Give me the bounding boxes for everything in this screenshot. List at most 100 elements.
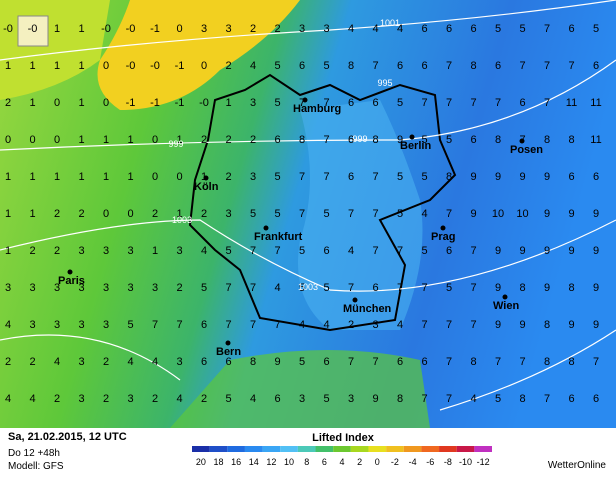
city-label: Prag [431,231,455,243]
legend-label: 20 [196,457,206,467]
grid-value: 3 [29,282,35,294]
legend-label: 0 [375,457,380,467]
grid-value: -0 [150,60,160,72]
grid-value: 4 [397,23,403,35]
grid-value: 2 [152,393,158,405]
grid-value: 7 [323,97,329,109]
grid-value: 2 [29,245,35,257]
grid-value: 2 [201,393,207,405]
city-dot [263,225,269,231]
grid-value: 5 [421,171,427,183]
city-label: Köln [194,181,219,193]
isobar-label: 1003 [172,215,192,225]
grid-value: 7 [372,245,378,257]
grid-value: -1 [175,60,185,72]
grid-value: 3 [127,393,133,405]
grid-value: 1 [5,208,11,220]
grid-value: 3 [299,393,305,405]
grid-value: 9 [495,319,501,331]
grid-value: 7 [274,245,280,257]
grid-value: 9 [593,319,599,331]
city-dot [440,225,446,231]
grid-value: 9 [495,245,501,257]
grid-value: 5 [201,282,207,294]
grid-value: 5 [421,134,427,146]
grid-value: 2 [5,356,11,368]
grid-value: 4 [176,393,182,405]
grid-value: 7 [421,282,427,294]
grid-value: 8 [568,134,574,146]
grid-value: 7 [446,393,452,405]
grid-value: 7 [446,319,452,331]
legend-label: -2 [391,457,399,467]
legend-label: -8 [444,457,452,467]
grid-value: 1 [29,60,35,72]
grid-value: 6 [446,245,452,257]
grid-value: 8 [397,393,403,405]
grid-value: -0 [28,23,38,35]
grid-value: 7 [495,356,501,368]
grid-value: 0 [176,171,182,183]
grid-value: 8 [495,134,501,146]
legend-swatch [421,446,440,452]
model: Modell: GFS [8,461,64,472]
grid-value: 7 [544,393,550,405]
grid-value: 7 [421,97,427,109]
grid-value: 2 [103,393,109,405]
grid-value: 5 [299,282,305,294]
grid-value: 9 [568,245,574,257]
grid-value: 5 [274,208,280,220]
grid-value: 7 [372,208,378,220]
grid-value: 7 [176,319,182,331]
legend-swatch [209,446,228,452]
grid-value: 5 [323,393,329,405]
grid-value: 0 [103,97,109,109]
grid-value: 7 [421,319,427,331]
legend-swatch [333,446,351,452]
isobar-label: 1001 [380,18,400,28]
grid-value: 8 [470,60,476,72]
grid-value: 9 [568,319,574,331]
grid-value: 6 [372,97,378,109]
grid-value: 7 [225,319,231,331]
grid-value: 8 [544,319,550,331]
grid-value: 0 [54,97,60,109]
grid-value: 1 [29,208,35,220]
grid-value: -1 [150,97,160,109]
grid-value: 4 [421,208,427,220]
grid-value: 6 [274,393,280,405]
grid-value: 3 [5,282,11,294]
grid-value: 3 [225,208,231,220]
legend-swatch [280,446,298,452]
grid-value: 7 [323,171,329,183]
grid-value: 0 [54,134,60,146]
grid-value: 7 [519,60,525,72]
grid-value: 7 [519,356,525,368]
run: Do 12 +48h [8,448,60,459]
legend-swatch [439,446,457,452]
grid-value: 9 [544,282,550,294]
grid-value: 5 [421,245,427,257]
map-icon[interactable] [17,15,49,47]
legend-label: 4 [339,457,344,467]
grid-value: 0 [176,23,182,35]
green-area [170,350,430,428]
grid-value: 9 [544,245,550,257]
city-label: München [343,303,392,315]
grid-value: 0 [103,208,109,220]
grid-value: 2 [176,282,182,294]
grid-value: 7 [274,319,280,331]
grid-value: 3 [372,319,378,331]
grid-value: 3 [78,356,84,368]
grid-value: 5 [299,245,305,257]
legend-label: -6 [426,457,434,467]
grid-value: 2 [152,208,158,220]
grid-value: 2 [225,171,231,183]
grid-value: 6 [568,23,574,35]
grid-value: -1 [126,97,136,109]
grid-value: -0 [126,60,136,72]
grid-value: 7 [470,245,476,257]
grid-value: 3 [250,171,256,183]
grid-value: 11 [566,97,577,109]
grid-value: 3 [78,282,84,294]
